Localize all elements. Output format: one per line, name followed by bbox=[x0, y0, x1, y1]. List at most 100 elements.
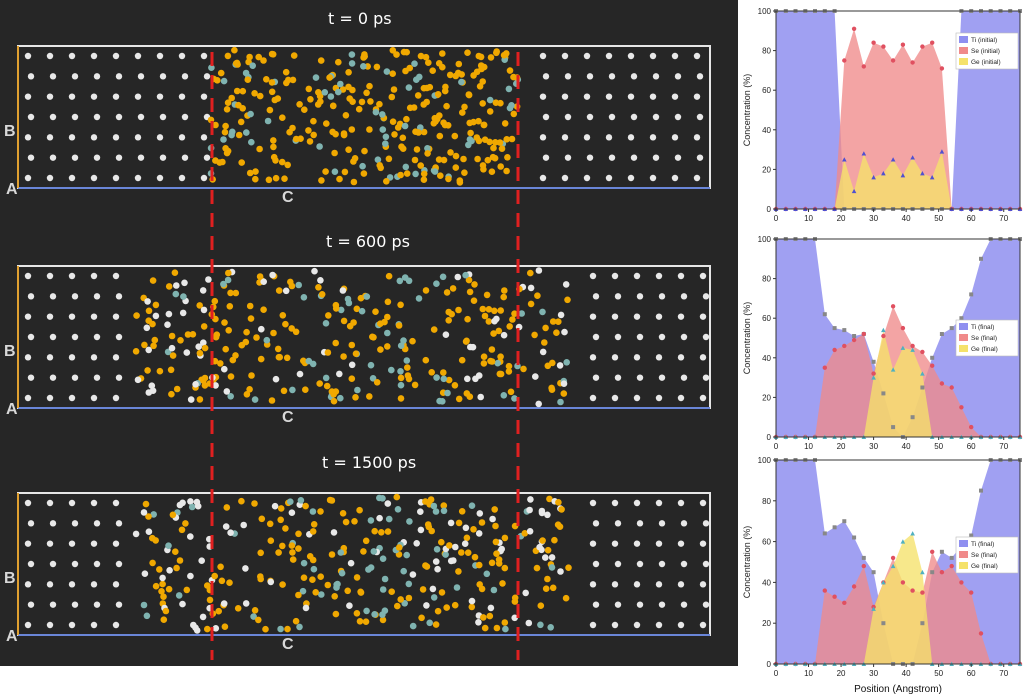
ti-atom bbox=[636, 374, 644, 381]
atom bbox=[542, 554, 549, 561]
atom bbox=[455, 568, 462, 575]
atom bbox=[350, 178, 358, 186]
snapshot-1: A B C bbox=[4, 265, 711, 426]
ti-atom bbox=[658, 520, 666, 527]
atom bbox=[405, 594, 413, 602]
atom bbox=[228, 94, 235, 102]
atom bbox=[459, 109, 466, 116]
series-marker bbox=[939, 66, 945, 71]
atom bbox=[255, 53, 262, 61]
atom bbox=[246, 302, 254, 310]
ti-atom bbox=[90, 52, 98, 60]
atom bbox=[251, 396, 259, 403]
legend-swatch-1 bbox=[959, 551, 968, 558]
atom bbox=[394, 506, 402, 513]
atom bbox=[338, 569, 346, 577]
atom bbox=[560, 380, 568, 388]
atom bbox=[426, 83, 434, 91]
atom bbox=[548, 554, 556, 561]
ti-atom bbox=[608, 154, 616, 161]
atom bbox=[295, 545, 302, 552]
atom bbox=[219, 158, 226, 166]
x-tick-label: 50 bbox=[934, 214, 943, 223]
series-marker bbox=[939, 381, 945, 386]
atom bbox=[317, 277, 324, 284]
atom bbox=[487, 604, 495, 612]
ti-atom bbox=[592, 520, 600, 527]
atom bbox=[269, 271, 276, 279]
atom bbox=[488, 559, 496, 567]
ti-atom bbox=[24, 354, 32, 361]
atom bbox=[341, 168, 349, 176]
atom bbox=[382, 140, 389, 147]
atom bbox=[307, 96, 314, 103]
atom bbox=[463, 534, 471, 542]
ti-atom bbox=[178, 93, 186, 100]
ti-atom bbox=[614, 520, 622, 527]
atom bbox=[420, 128, 428, 136]
atom bbox=[326, 74, 333, 81]
atom bbox=[476, 510, 484, 517]
atom bbox=[246, 53, 253, 61]
atom bbox=[400, 337, 407, 344]
ti-atom bbox=[586, 154, 594, 161]
ti-atom bbox=[137, 113, 145, 121]
atom bbox=[432, 508, 440, 515]
atom bbox=[534, 292, 541, 300]
ti-atom bbox=[71, 154, 79, 161]
atom bbox=[460, 155, 467, 163]
atom bbox=[330, 397, 338, 405]
legend-swatch-0 bbox=[959, 540, 968, 547]
atom bbox=[283, 354, 291, 362]
atom bbox=[280, 387, 288, 395]
x-tick-label: 50 bbox=[934, 669, 943, 678]
atom bbox=[526, 528, 534, 535]
atom bbox=[327, 93, 335, 100]
atom bbox=[311, 267, 318, 275]
atom bbox=[152, 301, 160, 309]
atom bbox=[334, 580, 341, 588]
ti-atom bbox=[93, 560, 101, 568]
atom bbox=[214, 77, 221, 84]
series-marker bbox=[871, 371, 876, 376]
atom bbox=[274, 345, 282, 353]
ti-atom bbox=[27, 560, 35, 568]
atom bbox=[178, 526, 186, 534]
atom bbox=[497, 353, 504, 361]
atom bbox=[453, 584, 461, 591]
ti-atom bbox=[693, 174, 701, 182]
ti-atom bbox=[49, 560, 57, 568]
atom bbox=[282, 68, 290, 76]
atom bbox=[518, 310, 525, 317]
legend-label-0: Ti (initial) bbox=[971, 37, 997, 44]
ti-atom bbox=[46, 313, 54, 320]
atom bbox=[227, 393, 234, 400]
ti-atom bbox=[90, 394, 98, 402]
legend-label-2: Ge (initial) bbox=[971, 59, 1001, 66]
atom bbox=[458, 71, 466, 78]
series-marker bbox=[979, 256, 983, 261]
plot-frame bbox=[775, 459, 1021, 665]
atom bbox=[473, 134, 481, 141]
atom bbox=[173, 564, 180, 572]
atom bbox=[221, 365, 228, 373]
ti-atom bbox=[636, 560, 644, 568]
ti-atom bbox=[614, 333, 622, 341]
atom bbox=[520, 365, 527, 373]
ti-atom bbox=[608, 113, 616, 121]
x-tick-label: 0 bbox=[774, 442, 779, 451]
atom bbox=[409, 337, 416, 345]
atom bbox=[475, 619, 482, 626]
series-marker bbox=[979, 488, 983, 493]
atom bbox=[172, 548, 179, 555]
atom bbox=[295, 591, 302, 599]
atom bbox=[492, 139, 499, 146]
atom bbox=[217, 360, 224, 367]
ti-atom bbox=[49, 293, 57, 300]
atom bbox=[414, 92, 422, 99]
atom bbox=[246, 169, 254, 177]
atom bbox=[468, 502, 476, 510]
legend-label-1: Se (initial) bbox=[971, 48, 1000, 55]
x-tick-label: 40 bbox=[902, 669, 911, 678]
atom bbox=[248, 138, 255, 146]
